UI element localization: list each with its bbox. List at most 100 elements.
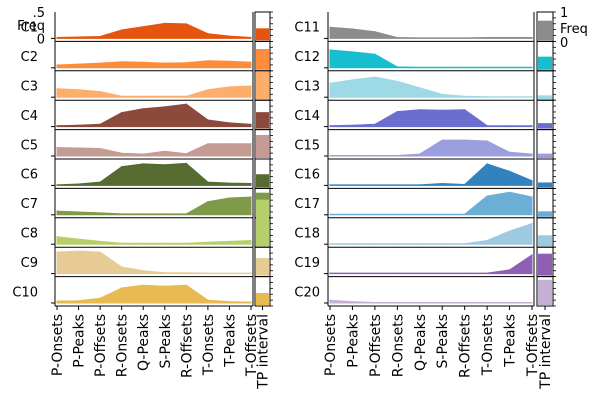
point-c10-p-offsets [99, 297, 101, 299]
point-c8-q-peaks [142, 242, 144, 244]
area-c11 [329, 26, 533, 39]
point-c4-p-peaks [78, 124, 80, 126]
point-c11-t-peaks [509, 36, 511, 39]
point-c1-p-onsets [56, 36, 58, 39]
cluster-label: C9 [21, 256, 38, 271]
point-c17-p-offsets [374, 213, 376, 215]
point-c3-t-offsets [250, 85, 252, 87]
point-c6-p-onsets [56, 184, 58, 186]
point-c19-s-peaks [441, 272, 443, 274]
point-c12-s-peaks [441, 66, 443, 68]
area-c16 [329, 163, 533, 186]
tp-bar-c3 [256, 71, 269, 100]
cluster-label: C4 [21, 109, 38, 124]
point-c14-r-offsets [464, 109, 466, 111]
scale-tick-zero: 0 [37, 32, 45, 47]
point-c3-p-peaks [78, 89, 80, 91]
point-c11-t-offsets [531, 36, 533, 39]
point-c19-t-peaks [509, 269, 511, 271]
point-c13-p-onsets [329, 82, 331, 84]
area-c13 [329, 76, 533, 98]
point-c10-r-onsets [121, 287, 123, 289]
point-c20-p-onsets [329, 299, 331, 301]
point-c15-t-onsets [486, 140, 488, 142]
point-c15-q-peaks [419, 153, 421, 155]
point-c18-t-offsets [531, 223, 533, 225]
point-c10-t-onsets [207, 299, 209, 301]
cluster-label: C14 [294, 109, 320, 124]
point-c19-q-peaks [419, 272, 421, 274]
point-c6-p-peaks [78, 183, 80, 185]
point-c15-p-peaks [351, 154, 353, 157]
cluster-row-c2: C2 [21, 40, 273, 72]
cluster-row-c17: C17 [294, 187, 556, 219]
point-c11-t-onsets [486, 36, 488, 39]
point-c8-t-offsets [250, 239, 252, 242]
cluster-label: C19 [294, 256, 320, 271]
point-c10-t-peaks [228, 301, 230, 303]
point-c10-t-offsets [250, 301, 252, 303]
point-c1-q-peaks [142, 26, 144, 28]
point-c13-t-onsets [486, 96, 488, 98]
x-tick-label-t-onsets: T-Onsets [201, 314, 217, 376]
cluster-row-c6: C6 [21, 158, 273, 189]
point-c16-t-peaks [509, 170, 511, 172]
scale-label: Freq [17, 19, 45, 34]
point-c2-s-peaks [164, 62, 166, 64]
x-tick-label-t-offsets: T-Offsets [525, 314, 541, 377]
point-c1-r-onsets [121, 29, 123, 31]
point-c7-p-offsets [99, 212, 101, 214]
area-c5 [56, 143, 252, 157]
point-c9-t-offsets [250, 272, 252, 274]
cluster-label: C1 [21, 21, 38, 36]
point-c7-s-peaks [164, 213, 166, 215]
point-c5-p-offsets [99, 147, 101, 150]
cluster-row-c10: C10 [12, 276, 273, 307]
point-c5-t-onsets [207, 143, 209, 145]
point-c4-t-offsets [250, 123, 252, 125]
point-c3-t-onsets [207, 89, 209, 91]
point-c7-t-onsets [207, 201, 209, 203]
point-c9-p-peaks [78, 250, 80, 252]
point-c8-t-peaks [228, 240, 230, 242]
x-tick-label-p-offsets: P-Offsets [93, 314, 109, 377]
area-c10 [56, 284, 252, 304]
tp-bar-c10 [256, 292, 269, 305]
point-c15-t-offsets [531, 153, 533, 155]
point-c12-p-peaks [351, 51, 353, 53]
point-c2-r-onsets [121, 61, 123, 63]
area-c6 [56, 162, 252, 186]
point-c20-r-onsets [396, 301, 398, 304]
cluster-row-c15: C15 [294, 129, 556, 160]
cluster-label: C3 [21, 80, 38, 95]
x-tick-label-p-peaks: P-Peaks [345, 314, 361, 368]
point-c14-p-peaks [351, 124, 353, 126]
cluster-label: C17 [294, 197, 320, 212]
point-c13-r-offsets [464, 95, 466, 97]
cluster-row-c13: C13 [294, 70, 556, 101]
cluster-label: C16 [294, 168, 320, 183]
tp-bar-c1 [256, 28, 269, 41]
point-c5-t-peaks [228, 143, 230, 145]
point-c7-q-peaks [142, 213, 144, 215]
point-c3-r-onsets [121, 95, 123, 97]
x-tick-label-t-peaks: T-Peaks [503, 314, 519, 368]
point-c8-t-onsets [207, 241, 209, 243]
point-c9-p-onsets [56, 251, 58, 253]
point-c12-t-onsets [486, 66, 488, 68]
point-c4-s-peaks [164, 106, 166, 108]
point-c4-p-offsets [99, 123, 101, 125]
cluster-label: C13 [294, 80, 320, 95]
point-c18-r-offsets [464, 243, 466, 245]
point-c9-r-offsets [185, 272, 187, 274]
point-c5-r-onsets [121, 152, 123, 154]
point-c13-p-offsets [374, 76, 376, 78]
point-c2-p-peaks [78, 63, 80, 65]
point-c1-p-offsets [99, 35, 101, 38]
point-c7-r-offsets [185, 213, 187, 215]
x-tick-label-p-onsets: P-Onsets [50, 314, 66, 376]
point-c20-t-offsets [531, 301, 533, 304]
point-c20-r-offsets [464, 301, 466, 304]
point-c18-q-peaks [419, 243, 421, 245]
